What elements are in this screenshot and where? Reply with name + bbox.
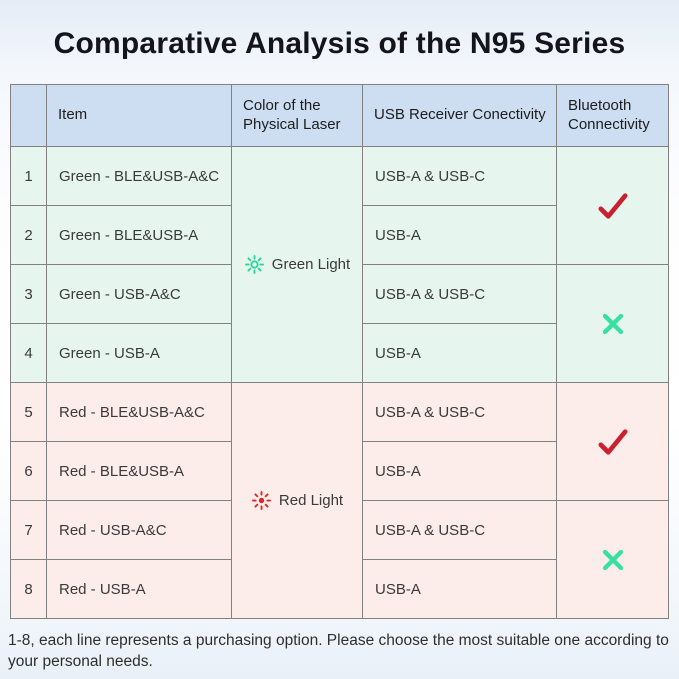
cross-mark-icon [599, 313, 627, 334]
usb-connectivity: USB-A & USB-C [362, 382, 557, 442]
item-name: Red - BLE&USB-A&C [46, 382, 232, 442]
row-number: 1 [10, 146, 47, 206]
header-index [10, 84, 47, 147]
usb-connectivity: USB-A & USB-C [362, 500, 557, 560]
bluetooth-cell-supported [556, 382, 669, 501]
item-name: Red - BLE&USB-A [46, 441, 232, 501]
table-row: 6 Red - BLE&USB-A USB-A [10, 441, 669, 501]
header-row: Item Color of the Physical Laser USB Rec… [10, 84, 669, 147]
item-name: Green - USB-A [46, 323, 232, 383]
row-number: 6 [10, 441, 47, 501]
table-row: 7 Red - USB-A&C USB-A & USB-C [10, 500, 669, 619]
green-light-icon [244, 254, 265, 275]
page-title: Comparative Analysis of the N95 Series [53, 27, 626, 60]
laser-color-cell-red: Red Light [231, 382, 363, 619]
table-row: 1 Green - BLE&USB-A&C Green Light [10, 146, 669, 383]
red-light-icon [251, 490, 272, 511]
item-name: Green - BLE&USB-A [46, 205, 232, 265]
comparison-table: Item Color of the Physical Laser USB Rec… [10, 84, 669, 619]
laser-color-cell-green: Green Light [231, 146, 363, 383]
usb-connectivity: USB-A [362, 205, 557, 265]
row-number: 7 [10, 500, 47, 560]
header-laser-color: Color of the Physical Laser [231, 84, 363, 147]
header-bluetooth: Bluetooth Connectivity [556, 84, 669, 147]
item-name: Green - USB-A&C [46, 264, 232, 324]
bluetooth-cell-supported [556, 146, 669, 265]
check-mark-icon [595, 428, 631, 455]
usb-connectivity: USB-A & USB-C [362, 264, 557, 324]
bluetooth-cell-not-supported [556, 500, 669, 619]
row-number: 2 [10, 205, 47, 265]
table-row: 8 Red - USB-A USB-A [10, 559, 669, 619]
usb-connectivity: USB-A [362, 323, 557, 383]
check-mark-icon [595, 192, 631, 219]
row-number: 4 [10, 323, 47, 383]
laser-color-label: Green Light [271, 256, 351, 273]
row-number: 8 [10, 559, 47, 619]
item-name: Red - USB-A&C [46, 500, 232, 560]
usb-connectivity: USB-A [362, 559, 557, 619]
table-row: 5 Red - BLE&USB-A&C Red Light [10, 382, 669, 619]
row-number: 5 [10, 382, 47, 442]
usb-connectivity: USB-A & USB-C [362, 146, 557, 206]
table-row: 2 Green - BLE&USB-A USB-A [10, 205, 669, 265]
footer-note: 1-8, each line represents a purchasing o… [8, 632, 669, 670]
header-usb-receiver: USB Receiver Conectivity [362, 84, 557, 147]
item-name: Red - USB-A [46, 559, 232, 619]
laser-color-label: Red Light [278, 492, 344, 509]
usb-connectivity: USB-A [362, 441, 557, 501]
cross-mark-icon [599, 549, 627, 570]
table-row: 4 Green - USB-A USB-A [10, 323, 669, 383]
bluetooth-cell-not-supported [556, 264, 669, 383]
header-item: Item [46, 84, 232, 147]
table-row: 3 Green - USB-A&C USB-A & USB-C [10, 264, 669, 383]
item-name: Green - BLE&USB-A&C [46, 146, 232, 206]
row-number: 3 [10, 264, 47, 324]
